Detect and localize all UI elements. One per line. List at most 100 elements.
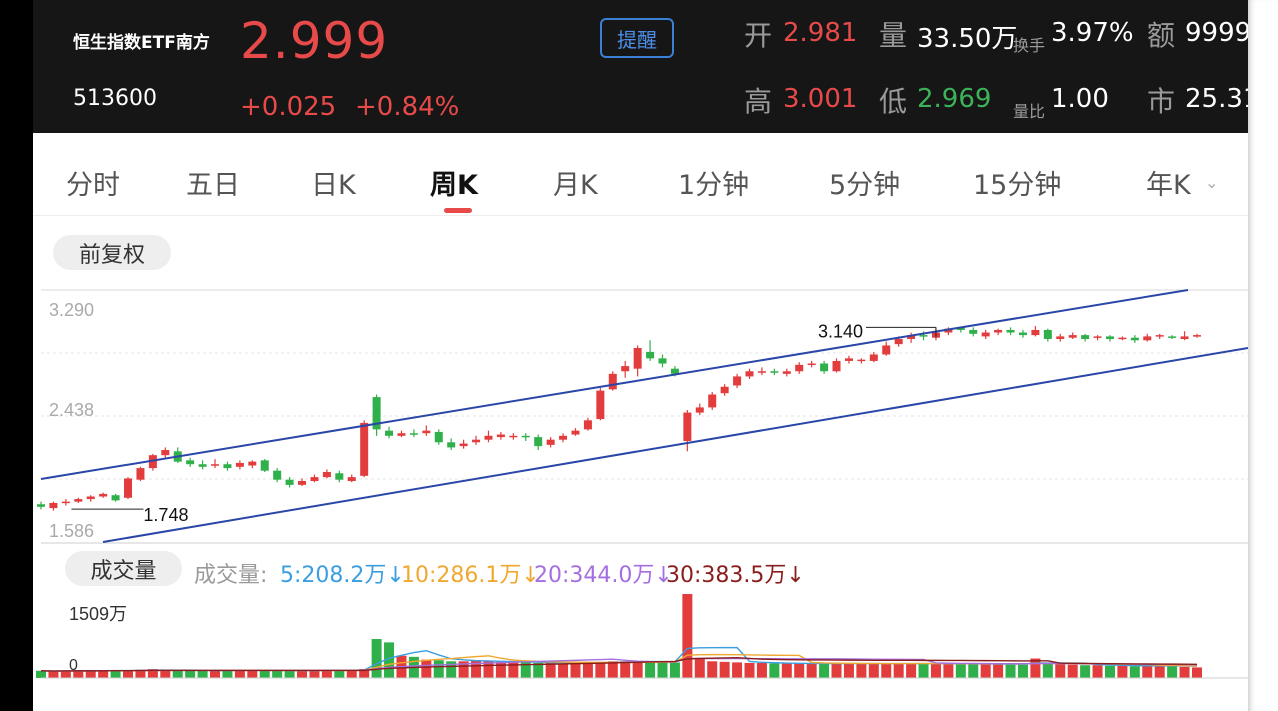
candle-body [472, 439, 481, 443]
volume-bar [110, 670, 121, 678]
turnover-label: 换手 [1013, 36, 1046, 55]
volume-bar [1167, 665, 1178, 678]
volume-bar [247, 670, 258, 678]
candle-body [1006, 329, 1015, 333]
volume-bar [135, 669, 146, 678]
volume-bar [769, 663, 780, 678]
volume-bar [707, 661, 718, 678]
volume-bar [582, 662, 593, 678]
candle-body [770, 371, 779, 373]
candle-body [310, 477, 319, 482]
candle-body [372, 397, 381, 430]
volratio-value: 1.00 [1051, 84, 1109, 114]
volume-bar [1179, 666, 1190, 678]
kline-chart[interactable]: 3.290 2.438 1.586 3.140 1.748 [33, 288, 1248, 546]
candle-body [409, 433, 418, 435]
volume-bar [73, 670, 84, 678]
volume-max-label: 1509万 [69, 604, 127, 624]
open-value: 2.981 [783, 18, 858, 48]
candle-body [919, 335, 928, 337]
volume-bar [483, 661, 494, 678]
volume-bar [968, 664, 979, 678]
candle-body [111, 495, 120, 501]
volume-indicator-button[interactable]: 成交量 [65, 551, 182, 586]
candle-body [733, 376, 742, 386]
extreme-markers: 3.140 1.748 [71, 321, 937, 525]
low-marker-label: 1.748 [143, 505, 188, 525]
candle-body [782, 371, 791, 374]
volume-bar [868, 663, 879, 678]
candle-body [422, 430, 431, 434]
candle-body [907, 335, 916, 339]
remind-button[interactable]: 提醒 [600, 18, 674, 58]
candle-body [211, 464, 220, 466]
volume-bar [893, 663, 904, 678]
candle-body [683, 412, 692, 441]
volume-bar [781, 663, 792, 678]
candle-body [894, 338, 903, 345]
volume-bar [48, 671, 59, 678]
candle-body [546, 439, 555, 445]
chevron-down-icon[interactable]: ⌄ [1205, 173, 1219, 192]
volume-bar [794, 663, 805, 678]
candle-body [335, 473, 344, 480]
volume-bar [1092, 665, 1103, 678]
volume-bar [943, 664, 954, 678]
volume-bar [1154, 665, 1165, 678]
candle-body [37, 504, 45, 507]
tab-monthly-k[interactable]: 月K [553, 170, 598, 201]
volume-bar [645, 661, 656, 678]
candle-body [869, 354, 878, 361]
candle-body [1118, 337, 1127, 340]
volume-legend-prefix: 成交量: [194, 563, 268, 588]
tab-five-day[interactable]: 五日 [186, 170, 240, 201]
volume-bar [1191, 667, 1202, 678]
tab-weekly-k[interactable]: 周K [430, 170, 478, 201]
candle-body [944, 328, 953, 333]
tab-intraday[interactable]: 分时 [66, 170, 120, 201]
volume-bar [756, 662, 767, 678]
volume-bar [906, 663, 917, 678]
volume-bar [1142, 665, 1153, 678]
candle-body [956, 327, 965, 330]
volume-bar [682, 594, 693, 678]
tab-5min[interactable]: 5分钟 [829, 170, 901, 201]
volume-bar [955, 664, 966, 678]
volume-chart[interactable]: 1509万 0 [33, 592, 1248, 682]
volume-bar [1080, 665, 1091, 678]
candle-body [322, 471, 331, 478]
volume-bar [1030, 658, 1041, 678]
volume-value: 33.50万 [917, 24, 1018, 54]
candle-body [1143, 336, 1152, 341]
app-window: 恒生指数ETF南方 513600 2.999 +0.025 +0.84% 提醒 … [33, 0, 1248, 711]
tab-yearly-k[interactable]: 年K [1146, 170, 1191, 201]
volume-bar [508, 662, 519, 678]
open-label: 开 [744, 19, 773, 52]
volume-bar [993, 664, 1004, 678]
candle-body [49, 502, 58, 509]
candle-body [360, 422, 369, 476]
volume-bar [359, 669, 370, 678]
volume-zero-label: 0 [69, 657, 78, 674]
volume-bar [595, 661, 606, 678]
volume-bar [371, 639, 382, 678]
volume-bar [1104, 665, 1115, 678]
candle-body [260, 460, 269, 471]
candle-body [235, 462, 244, 467]
volume-bar [520, 662, 531, 678]
volume-bar [732, 662, 743, 678]
tab-daily-k[interactable]: 日K [311, 170, 356, 201]
candle-body [658, 358, 667, 364]
candle-body [1018, 332, 1027, 336]
volume-bar [980, 664, 991, 678]
tab-15min[interactable]: 15分钟 [973, 170, 1062, 201]
tab-1min[interactable]: 1分钟 [678, 170, 750, 201]
adjust-mode-button[interactable]: 前复权 [53, 235, 171, 270]
volume-bar [272, 670, 283, 678]
volume-bar [558, 663, 569, 678]
volume-bar [284, 670, 295, 678]
quote-header: 恒生指数ETF南方 513600 2.999 +0.025 +0.84% 提醒 … [33, 0, 1248, 133]
volume-bar [694, 658, 705, 678]
candle-body [633, 348, 642, 369]
candle-body [757, 371, 766, 373]
